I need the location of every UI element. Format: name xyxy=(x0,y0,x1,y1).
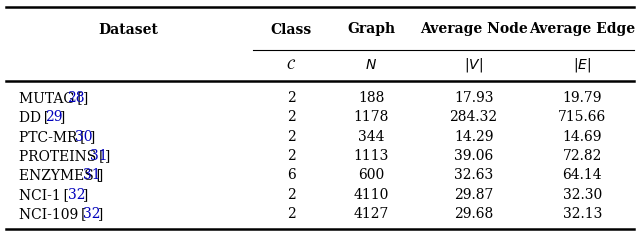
Text: 2: 2 xyxy=(287,149,296,163)
Text: Class: Class xyxy=(271,22,312,37)
Text: 32.63: 32.63 xyxy=(454,168,493,182)
Text: Average Node: Average Node xyxy=(420,22,527,37)
Text: 17.93: 17.93 xyxy=(454,91,493,105)
Text: 32: 32 xyxy=(68,188,85,202)
Text: 29: 29 xyxy=(45,110,62,124)
Text: 344: 344 xyxy=(358,130,385,144)
Text: 715.66: 715.66 xyxy=(558,110,607,124)
Text: ]: ] xyxy=(90,130,95,144)
Text: 32.30: 32.30 xyxy=(563,188,602,202)
Text: 39.06: 39.06 xyxy=(454,149,493,163)
Text: $|V|$: $|V|$ xyxy=(464,56,483,74)
Text: ]: ] xyxy=(83,188,88,202)
Text: 4127: 4127 xyxy=(353,207,389,221)
Text: 2: 2 xyxy=(287,91,296,105)
Text: 1113: 1113 xyxy=(353,149,389,163)
Text: 31: 31 xyxy=(90,149,108,163)
Text: NCI-1 [: NCI-1 [ xyxy=(19,188,69,202)
Text: 1178: 1178 xyxy=(353,110,389,124)
Text: 19.79: 19.79 xyxy=(563,91,602,105)
Text: 600: 600 xyxy=(358,168,385,182)
Text: 14.29: 14.29 xyxy=(454,130,493,144)
Text: DD [: DD [ xyxy=(19,110,49,124)
Text: 14.69: 14.69 xyxy=(563,130,602,144)
Text: 29.87: 29.87 xyxy=(454,188,493,202)
Text: ]: ] xyxy=(98,207,103,221)
Text: ]: ] xyxy=(98,168,103,182)
Text: ENZYMES [: ENZYMES [ xyxy=(19,168,102,182)
Text: 6: 6 xyxy=(287,168,296,182)
Text: 284.32: 284.32 xyxy=(449,110,498,124)
Text: 64.14: 64.14 xyxy=(563,168,602,182)
Text: 188: 188 xyxy=(358,91,385,105)
Text: ]: ] xyxy=(106,149,111,163)
Text: PROTEINS [: PROTEINS [ xyxy=(19,149,104,163)
Text: MUTAG [: MUTAG [ xyxy=(19,91,83,105)
Text: Graph: Graph xyxy=(347,22,396,37)
Text: NCI-109 [: NCI-109 [ xyxy=(19,207,86,221)
Text: 2: 2 xyxy=(287,188,296,202)
Text: 28: 28 xyxy=(68,91,85,105)
Text: 4110: 4110 xyxy=(353,188,389,202)
Text: Average Edge: Average Edge xyxy=(529,22,636,37)
Text: $\mathcal{C}$: $\mathcal{C}$ xyxy=(286,58,296,72)
Text: ]: ] xyxy=(60,110,65,124)
Text: PTC-MR [: PTC-MR [ xyxy=(19,130,86,144)
Text: 72.82: 72.82 xyxy=(563,149,602,163)
Text: 2: 2 xyxy=(287,207,296,221)
Text: $|E|$: $|E|$ xyxy=(573,56,591,74)
Text: 30: 30 xyxy=(75,130,93,144)
Text: 32: 32 xyxy=(83,207,100,221)
Text: Dataset: Dataset xyxy=(98,22,158,37)
Text: ]: ] xyxy=(83,91,88,105)
Text: 2: 2 xyxy=(287,130,296,144)
Text: 32.13: 32.13 xyxy=(563,207,602,221)
Text: $N$: $N$ xyxy=(365,58,377,72)
Text: 29.68: 29.68 xyxy=(454,207,493,221)
Text: 2: 2 xyxy=(287,110,296,124)
Text: 31: 31 xyxy=(83,168,100,182)
